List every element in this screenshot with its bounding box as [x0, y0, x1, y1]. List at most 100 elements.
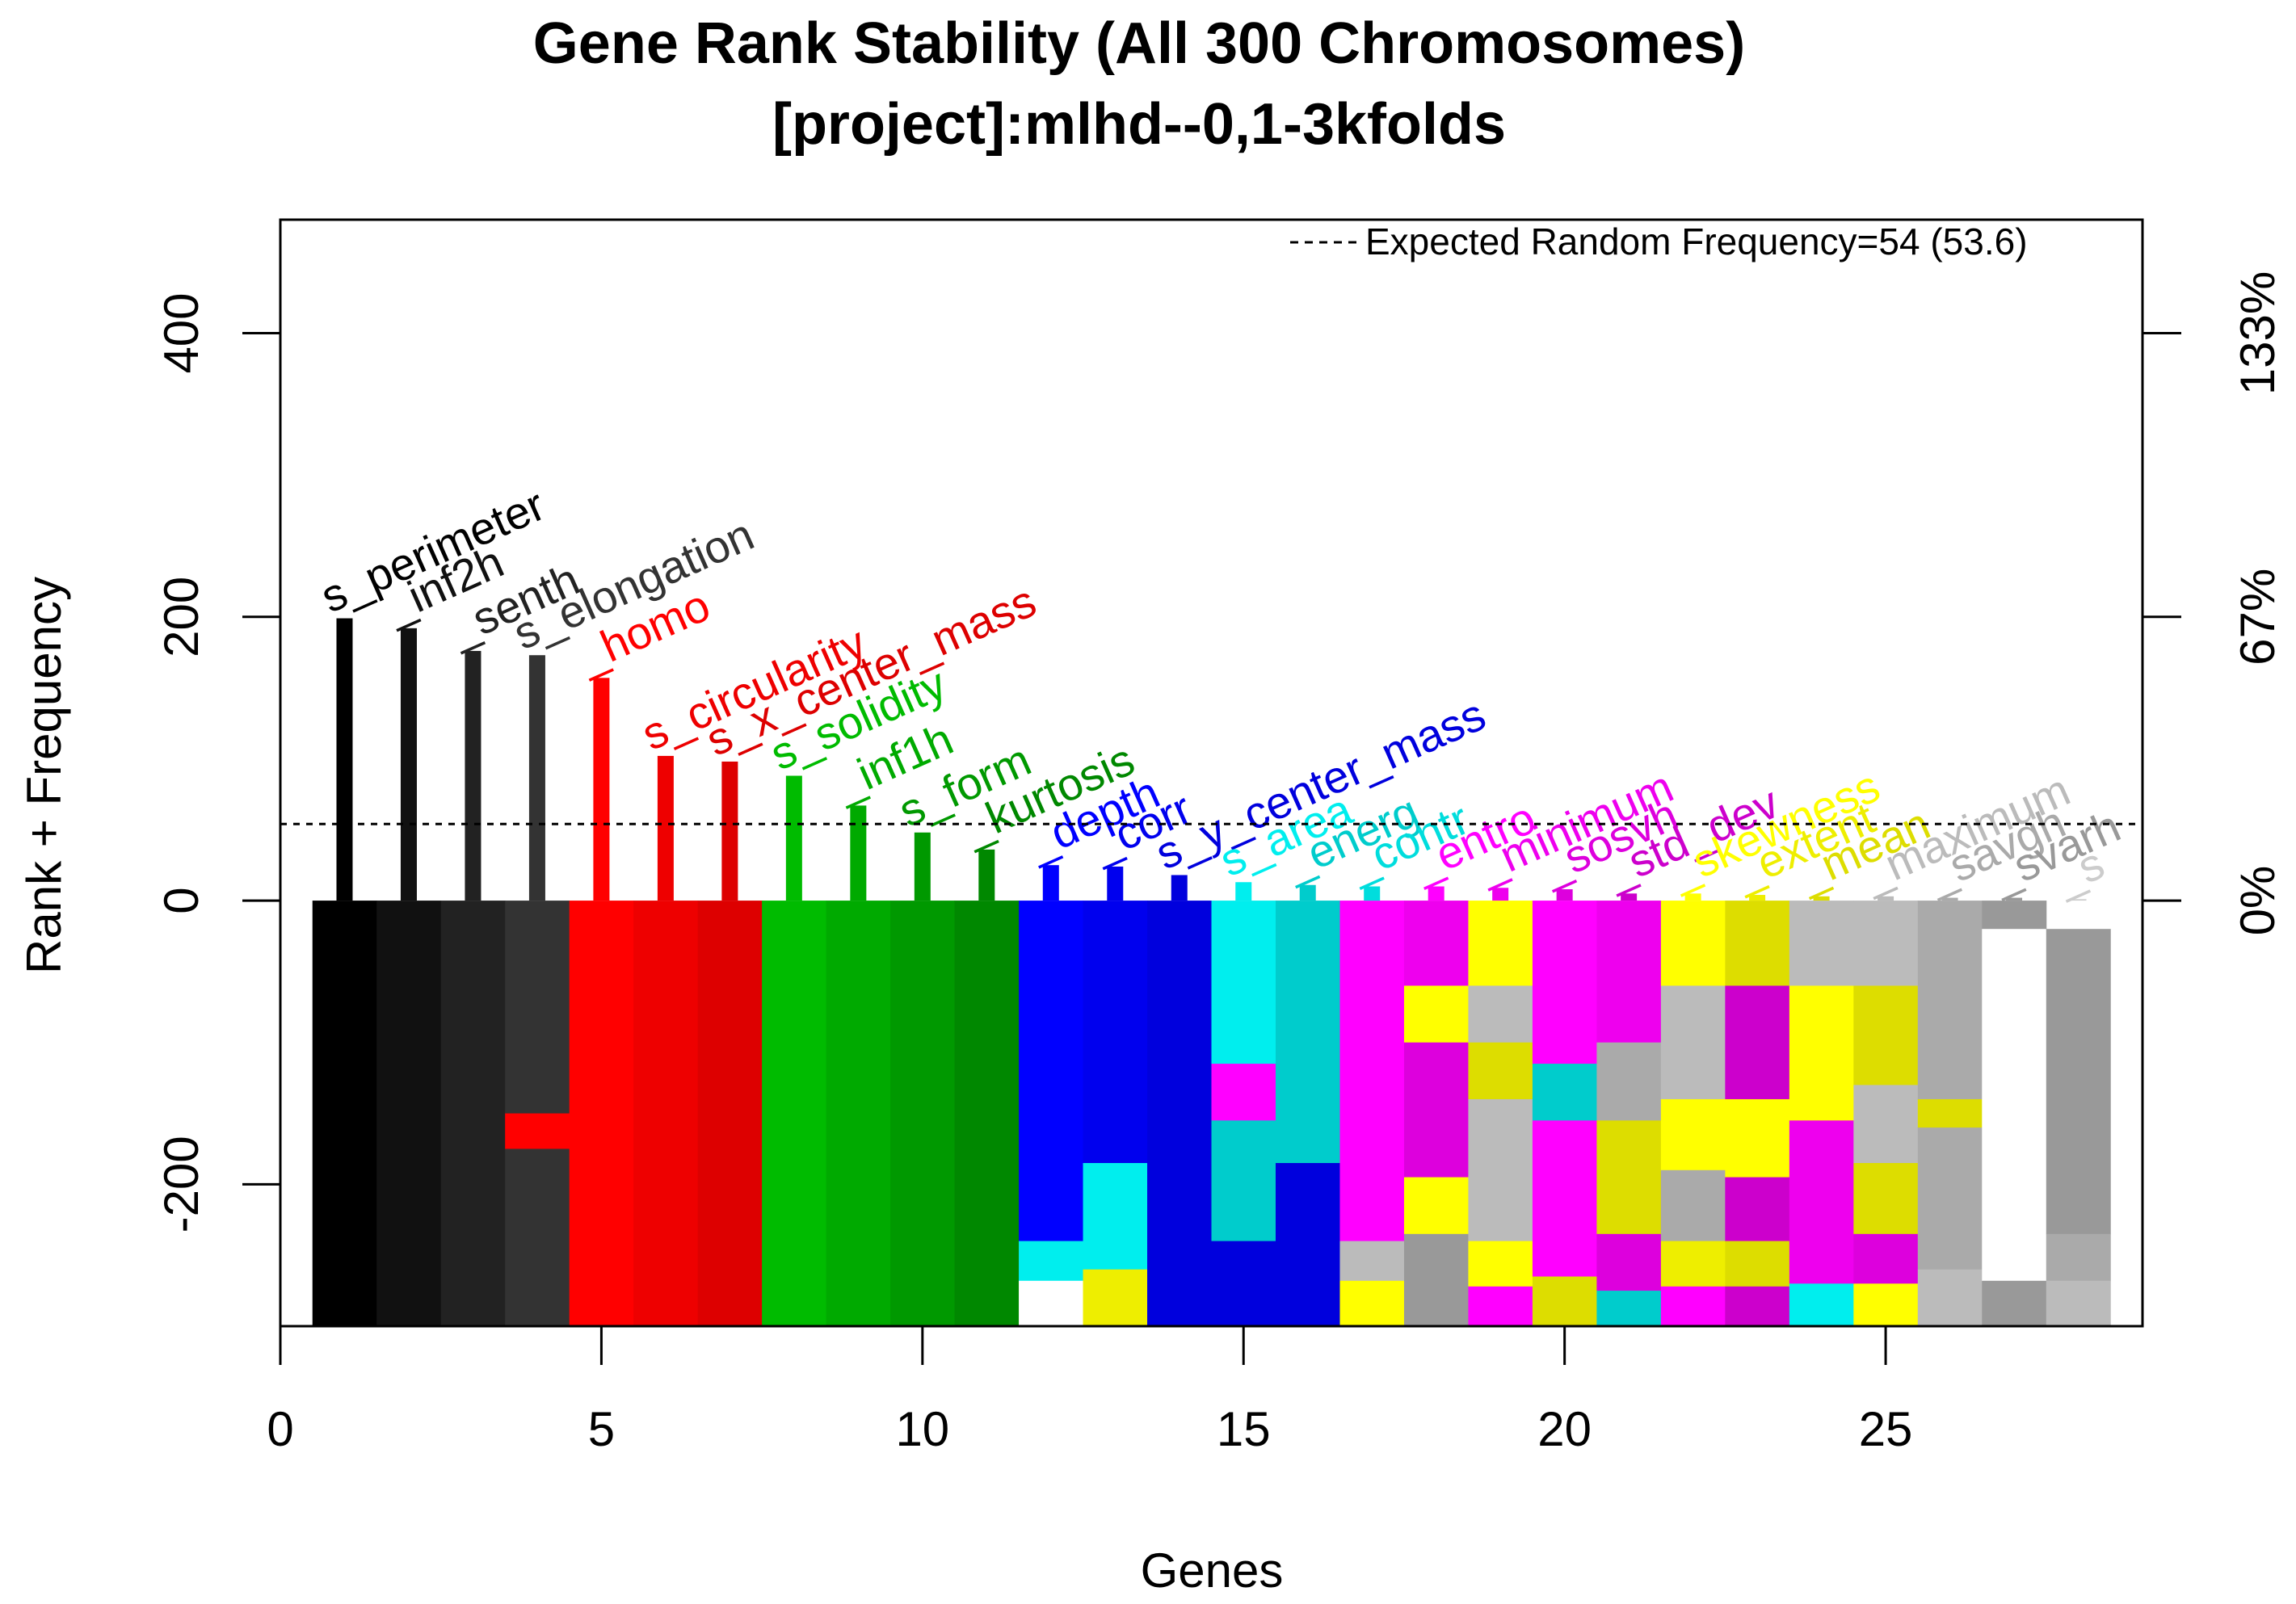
frequency-bar: [1621, 893, 1638, 901]
rank-strip-segment: [1083, 1269, 1148, 1327]
gene-labels: s_perimeter_inf2h_senths_elongation_homo…: [313, 479, 2128, 904]
frequency-bar: [850, 805, 867, 901]
x-tick-label: 25: [1859, 1402, 1913, 1456]
rank-strip-segment: [954, 901, 1020, 1327]
rank-strip-segment: [1211, 901, 1276, 1064]
frequency-bar: [1492, 888, 1509, 901]
rank-strip-segment: [1725, 1177, 1790, 1242]
x-tick-label: 0: [267, 1402, 293, 1456]
rank-strip-segment: [1725, 1098, 1790, 1178]
rank-strip-segment: [376, 901, 442, 1327]
frequency-bar: [2006, 897, 2023, 901]
rank-strip-segment: [1596, 1233, 1662, 1291]
rank-strip-segment: [1468, 901, 1533, 986]
rank-strip-segment: [1019, 901, 1084, 1242]
rank-strip-segment: [1083, 1163, 1148, 1270]
rank-strip-segment: [1853, 1163, 1919, 1235]
rank-strips: [312, 901, 2111, 1327]
rank-strip-segment: [1596, 901, 1662, 1043]
rank-strip-segment: [1468, 985, 1533, 1043]
rank-strip-segment: [1789, 985, 1854, 1121]
rank-strip-segment: [1660, 1098, 1726, 1171]
rank-strip-segment: [1853, 985, 1919, 1085]
rank-strip-segment: [1596, 1291, 1662, 1327]
rank-strip-segment: [1147, 901, 1212, 1327]
rank-strip-segment: [1853, 1233, 1919, 1284]
frequency-bar: [2070, 899, 2087, 901]
x-tick-label: 15: [1217, 1402, 1271, 1456]
rank-strip-segment: [826, 901, 891, 1327]
rank-strip-segment: [1211, 1241, 1276, 1327]
y-tick-label: -200: [154, 1136, 208, 1232]
rank-strip-segment: [1789, 1283, 1854, 1327]
frequency-bar: [400, 628, 417, 901]
rank-strip-segment: [1083, 901, 1148, 1164]
legend-text: Expected Random Frequency=54 (53.6): [1365, 220, 2028, 262]
frequency-bar: [1941, 897, 1958, 901]
rank-strip-segment: [1725, 985, 1790, 1100]
rank-strip-segment: [1853, 901, 1919, 986]
frequency-bar: [1428, 886, 1444, 901]
y-tick-label: 0: [154, 887, 208, 913]
rank-strip-segment: [2046, 929, 2111, 1235]
rank-strip-segment: [1596, 1120, 1662, 1235]
rank-strip-segment: [1275, 1163, 1340, 1327]
rank-strip-segment: [2046, 1233, 2111, 1282]
rank-strip-segment: [1660, 1241, 1726, 1287]
rank-strip-segment: [1853, 1085, 1919, 1164]
rank-strip-segment: [1660, 901, 1726, 986]
rank-strip-segment: [1468, 1241, 1533, 1287]
rank-strip-segment: [1725, 1286, 1790, 1327]
rank-strip-segment: [1596, 1042, 1662, 1121]
frequency-bar: [1749, 895, 1766, 901]
rank-strip-segment: [1917, 1127, 1983, 1270]
frequency-bar: [528, 655, 545, 901]
x-tick-label: 5: [588, 1402, 615, 1456]
rank-strip-segment: [1468, 1042, 1533, 1100]
rank-strip-segment: [1403, 1177, 1469, 1235]
frequency-bar: [465, 650, 481, 901]
rank-strip-segment: [440, 901, 506, 1327]
rank-strip-segment: [1211, 1064, 1276, 1121]
rank-strip-segment: [1468, 1286, 1533, 1327]
y-axis: -200 0 200 400: [154, 292, 280, 1232]
rank-strip-segment: [1532, 1064, 1597, 1121]
frequency-bar: [1107, 866, 1124, 901]
rank-strip-segment: [762, 901, 827, 1327]
rank-strip-segment: [505, 1148, 570, 1327]
rank-strip-segment: [1019, 1280, 1084, 1327]
frequency-bar: [1878, 896, 1894, 901]
y-right-tick-label: 0%: [2231, 866, 2285, 936]
chart-subtitle: [project]:mlhd--0,1-3kfolds: [772, 92, 1506, 157]
rank-strip-segment: [1275, 901, 1340, 1164]
rank-strip-segment: [1917, 1098, 1983, 1128]
rank-strip-segment: [1403, 1233, 1469, 1327]
rank-strip-segment: [697, 901, 763, 1327]
rank-strip-segment: [1982, 929, 2047, 1282]
rank-strip-segment: [1917, 1269, 1983, 1327]
frequency-bar: [1556, 889, 1573, 901]
rank-strip-segment: [1789, 1120, 1854, 1284]
x-axis-label: Genes: [1141, 1543, 1284, 1598]
rank-strip-segment: [1660, 1286, 1726, 1327]
rank-strip-segment: [1725, 1241, 1790, 1287]
y-right-tick-label: 67%: [2231, 569, 2285, 666]
chart-title: Gene Rank Stability (All 300 Chromosomes…: [533, 11, 1745, 76]
rank-strip-segment: [505, 1113, 570, 1149]
frequency-bar: [721, 761, 738, 901]
rank-strip-segment: [1660, 985, 1726, 1100]
frequency-bar: [1042, 865, 1059, 901]
rank-strip-segment: [569, 901, 634, 1327]
y-right-tick-label: 133%: [2231, 271, 2285, 395]
rank-strip-segment: [1468, 1098, 1533, 1242]
y-axis-label: Rank + Frequency: [17, 577, 71, 974]
rank-strip-segment: [1403, 901, 1469, 986]
rank-strip-segment: [1403, 1042, 1469, 1178]
frequency-bars: [336, 618, 2087, 901]
y-tick-label: 200: [154, 577, 208, 657]
frequency-bar: [1235, 882, 1252, 901]
frequency-bar: [1364, 886, 1381, 901]
rank-strip-segment: [1339, 1241, 1405, 1282]
x-axis: 0 5 10 15 20 25: [267, 1325, 1913, 1456]
